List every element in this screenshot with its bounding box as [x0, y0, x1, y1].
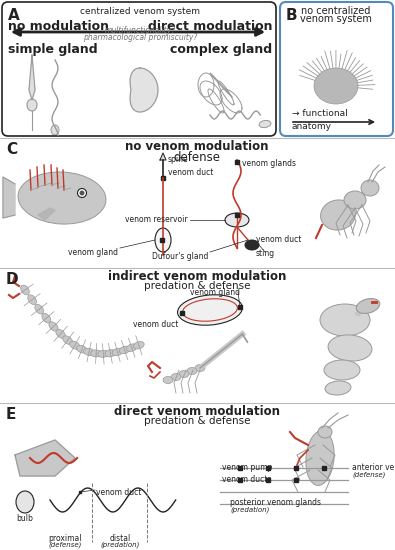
Ellipse shape: [155, 228, 171, 252]
Text: posterior venom glands: posterior venom glands: [230, 498, 321, 507]
Ellipse shape: [16, 491, 34, 513]
Text: anterior venom glands: anterior venom glands: [352, 463, 395, 472]
Ellipse shape: [245, 240, 259, 250]
Ellipse shape: [344, 191, 366, 209]
Text: venom duct: venom duct: [168, 168, 213, 177]
Ellipse shape: [77, 345, 87, 353]
Text: direct modulation: direct modulation: [147, 20, 272, 33]
Text: venom duct: venom duct: [133, 320, 178, 329]
Polygon shape: [15, 440, 75, 476]
Ellipse shape: [321, 200, 356, 230]
Text: predation & defense: predation & defense: [144, 281, 250, 291]
Ellipse shape: [195, 365, 205, 371]
Text: defense: defense: [173, 151, 220, 164]
Ellipse shape: [18, 172, 106, 224]
Ellipse shape: [126, 344, 137, 351]
Ellipse shape: [320, 304, 370, 336]
Text: sting: sting: [256, 249, 275, 258]
Ellipse shape: [49, 322, 58, 331]
Text: venom ducts: venom ducts: [222, 475, 271, 484]
Text: venom gland: venom gland: [68, 248, 118, 257]
Polygon shape: [355, 310, 362, 316]
Ellipse shape: [134, 342, 144, 349]
Polygon shape: [160, 153, 166, 160]
Ellipse shape: [361, 180, 379, 196]
Ellipse shape: [105, 350, 116, 357]
Ellipse shape: [356, 299, 380, 314]
Ellipse shape: [91, 350, 102, 357]
Text: venom duct: venom duct: [96, 488, 141, 497]
Text: A: A: [8, 8, 20, 23]
Text: (predation): (predation): [230, 506, 269, 513]
Ellipse shape: [318, 426, 332, 438]
Ellipse shape: [21, 285, 29, 295]
Ellipse shape: [306, 431, 334, 486]
Ellipse shape: [63, 336, 73, 344]
Text: predation & defense: predation & defense: [144, 416, 250, 426]
Text: no modulation: no modulation: [8, 20, 109, 33]
Ellipse shape: [324, 360, 360, 380]
Text: (predation): (predation): [100, 541, 140, 548]
Text: multifunctionality?: multifunctionality?: [104, 26, 175, 35]
Ellipse shape: [70, 341, 80, 349]
Text: spine: spine: [168, 155, 189, 164]
Text: E: E: [6, 407, 16, 422]
Ellipse shape: [178, 295, 243, 325]
Text: venom duct: venom duct: [256, 235, 301, 244]
Text: D: D: [6, 272, 19, 287]
Polygon shape: [130, 68, 158, 112]
Ellipse shape: [171, 373, 181, 381]
Polygon shape: [38, 208, 55, 220]
Ellipse shape: [42, 314, 51, 323]
Text: Dufour's gland: Dufour's gland: [152, 252, 208, 261]
Text: simple gland: simple gland: [8, 43, 98, 56]
Text: centralized venom system: centralized venom system: [80, 7, 200, 16]
Ellipse shape: [77, 189, 87, 197]
Ellipse shape: [84, 348, 94, 355]
Ellipse shape: [98, 350, 109, 358]
Ellipse shape: [35, 304, 43, 314]
Ellipse shape: [179, 371, 189, 377]
Text: venom reservoir: venom reservoir: [125, 214, 188, 223]
Text: no venom modulation: no venom modulation: [125, 140, 269, 153]
Text: (defense): (defense): [48, 541, 82, 547]
Text: no centralized: no centralized: [301, 6, 371, 16]
Ellipse shape: [163, 377, 173, 383]
Polygon shape: [3, 177, 15, 218]
Text: venom glands: venom glands: [242, 159, 296, 168]
Ellipse shape: [28, 295, 36, 305]
Ellipse shape: [225, 213, 249, 227]
Ellipse shape: [79, 190, 85, 195]
Ellipse shape: [314, 68, 358, 104]
Text: pharmacological promiscuity?: pharmacological promiscuity?: [83, 33, 197, 42]
Text: complex gland: complex gland: [170, 43, 272, 56]
Text: venom system: venom system: [300, 14, 372, 24]
Text: bulb: bulb: [16, 514, 33, 523]
Text: (defense): (defense): [352, 471, 386, 477]
Text: distal: distal: [109, 534, 131, 543]
Ellipse shape: [187, 367, 197, 375]
Text: anatomy: anatomy: [292, 122, 332, 131]
Ellipse shape: [325, 381, 351, 395]
Text: venom gland: venom gland: [190, 288, 240, 297]
Text: venom pump: venom pump: [222, 463, 273, 472]
Ellipse shape: [51, 125, 59, 135]
Polygon shape: [29, 55, 35, 100]
Text: C: C: [6, 142, 17, 157]
Ellipse shape: [56, 329, 65, 338]
Ellipse shape: [328, 335, 372, 361]
Ellipse shape: [112, 348, 123, 356]
Text: → functional: → functional: [292, 109, 348, 118]
Ellipse shape: [259, 120, 271, 128]
Text: direct venom modulation: direct venom modulation: [114, 405, 280, 418]
Ellipse shape: [27, 99, 37, 111]
Ellipse shape: [119, 346, 130, 354]
Text: indirect venom modulation: indirect venom modulation: [108, 270, 286, 283]
Text: proximal: proximal: [48, 534, 82, 543]
Text: B: B: [286, 8, 297, 23]
